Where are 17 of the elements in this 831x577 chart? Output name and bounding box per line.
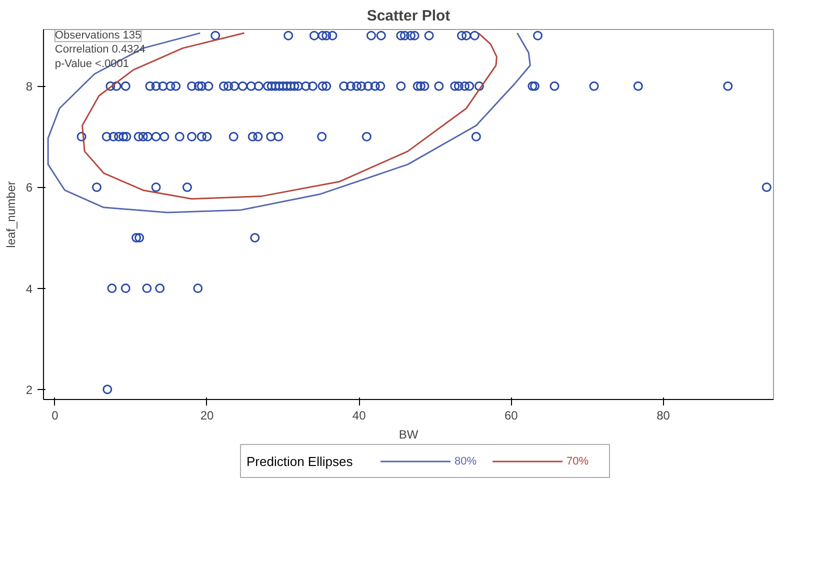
annotation: Observations 135 xyxy=(54,30,142,42)
y-tick-label: 4 xyxy=(26,282,33,296)
text: 70% xyxy=(566,456,589,468)
y-tick-label: 2 xyxy=(26,382,33,397)
y-tick-label: 8 xyxy=(26,80,33,94)
text: 80% xyxy=(454,456,477,468)
x-tick-label: 20 xyxy=(200,408,214,422)
x-tick-label: 40 xyxy=(352,408,366,422)
legend-title: Prediction Ellipses xyxy=(246,454,354,469)
y-axis-title: leaf_number xyxy=(4,181,18,248)
x-tick-label: 60 xyxy=(504,408,518,422)
x-tick-label: 80 xyxy=(656,408,670,422)
x-tick-label: 0 xyxy=(52,408,59,422)
line-series xyxy=(47,32,531,214)
x-axis-title: BW xyxy=(398,428,419,442)
y-tick-label: 6 xyxy=(26,180,33,195)
chart-title: Scatter Plot xyxy=(366,8,450,24)
